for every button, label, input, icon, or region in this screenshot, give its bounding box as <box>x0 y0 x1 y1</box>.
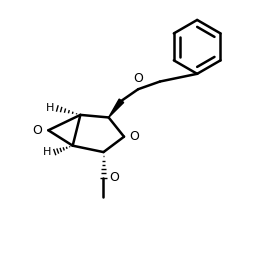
Text: H: H <box>46 103 54 114</box>
Text: O: O <box>32 124 42 137</box>
Polygon shape <box>109 99 124 117</box>
Text: O: O <box>133 72 143 85</box>
Text: O: O <box>130 130 140 143</box>
Text: O: O <box>109 171 119 184</box>
Text: H: H <box>43 147 52 157</box>
